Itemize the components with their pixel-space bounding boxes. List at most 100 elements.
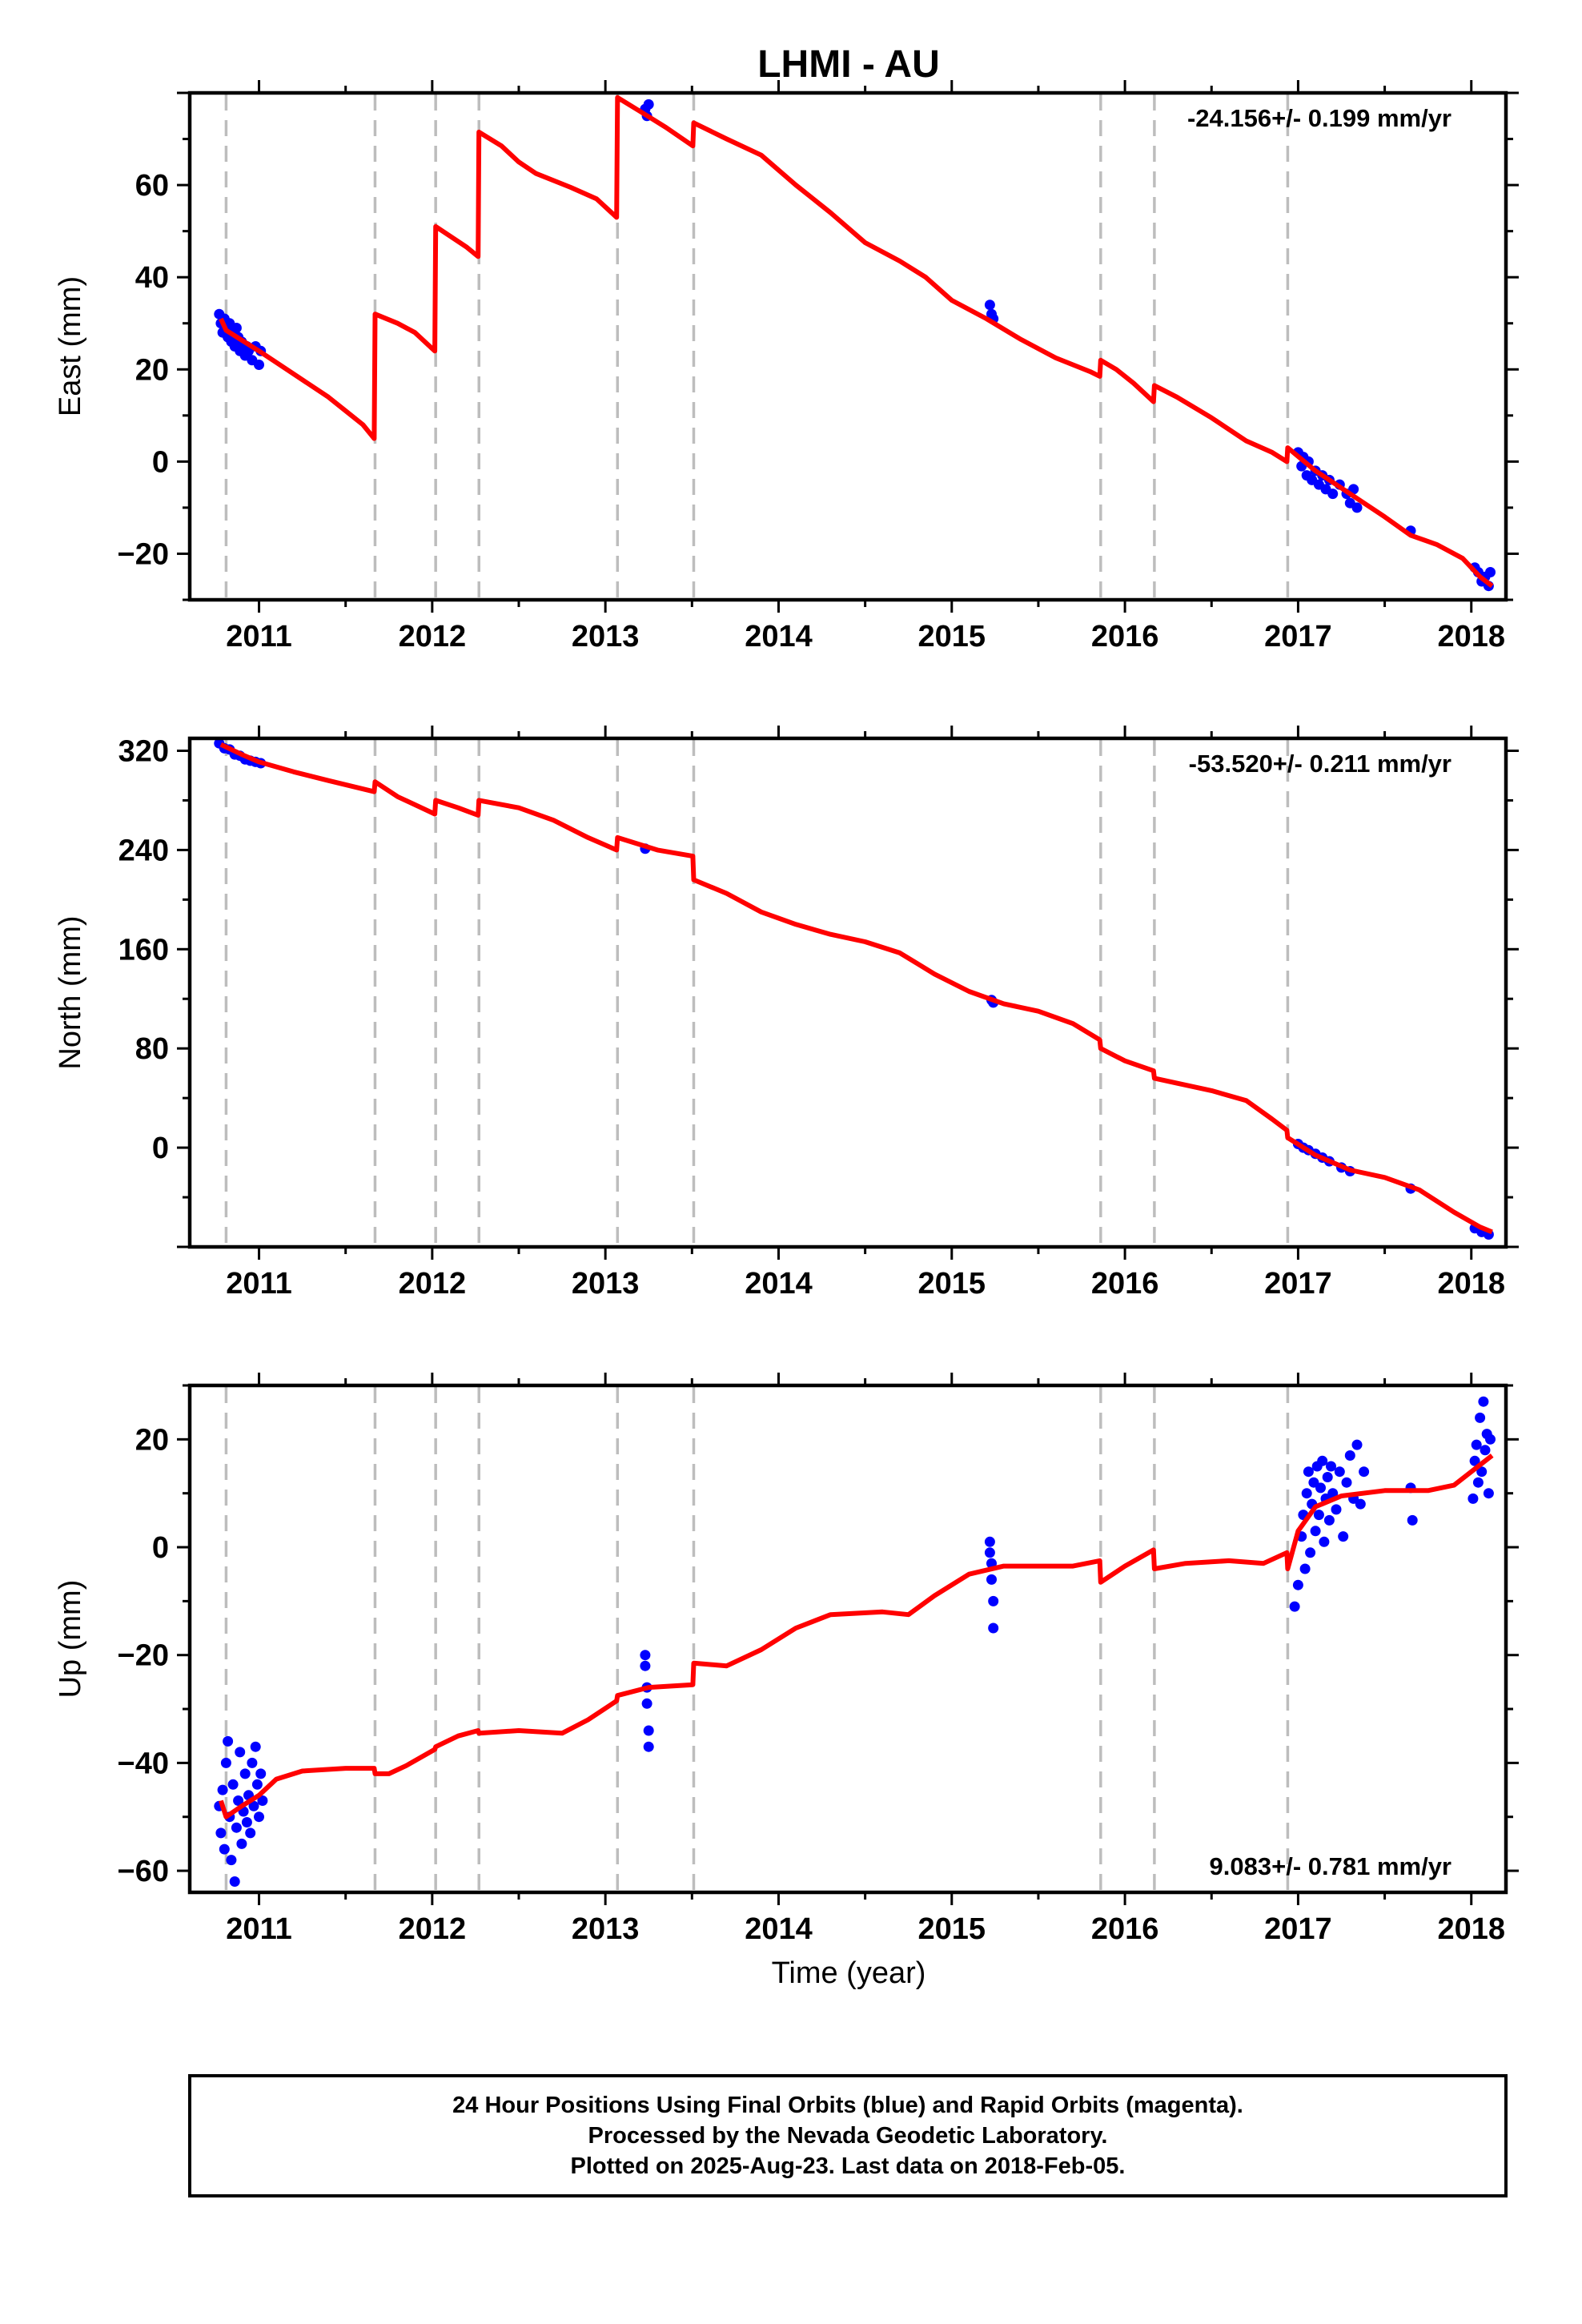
up-data-point xyxy=(1301,1488,1312,1499)
north-model-line xyxy=(219,742,1493,1235)
east-rate-annotation: -24.156+/- 0.199 mm/yr xyxy=(1187,104,1452,132)
east-y-tick-label: 40 xyxy=(135,261,169,295)
east-x-tick-label: 2013 xyxy=(572,620,640,653)
up-x-tick-label: 2014 xyxy=(745,1912,813,1946)
east-panel: 2011 2012 2013 2014 2015 2016 2017 2018 −20 0 20 40… xyxy=(54,80,1519,653)
east-y-tick-label: 0 xyxy=(152,445,169,479)
up-data-point xyxy=(1292,1579,1303,1590)
up-data-point xyxy=(245,1827,256,1839)
up-data-point xyxy=(236,1838,247,1849)
up-data-point xyxy=(1478,1396,1489,1407)
up-data-point xyxy=(643,1725,654,1736)
east-data-point xyxy=(1351,502,1363,513)
up-data-point xyxy=(1315,1482,1326,1494)
up-model-line xyxy=(219,1454,1494,1819)
up-data-point xyxy=(641,1698,652,1709)
chart-title: LHMI - AU xyxy=(757,43,940,86)
north-x-tick-label: 2011 xyxy=(226,1267,291,1301)
up-data-point xyxy=(1351,1439,1363,1450)
up-data-point xyxy=(1334,1466,1345,1478)
north-x-tick-label: 2015 xyxy=(918,1267,986,1301)
north-plot-frame xyxy=(187,736,1508,1249)
up-data-point xyxy=(219,1844,230,1855)
up-data-point xyxy=(984,1547,995,1558)
east-data-point xyxy=(643,99,654,110)
up-data-point xyxy=(257,1795,268,1806)
east-x-tick-label: 2011 xyxy=(226,620,291,653)
footer-box: 24 Hour Positions Using Final Orbits (bl… xyxy=(188,2074,1508,2197)
east-data-point xyxy=(1327,489,1339,500)
east-data-point xyxy=(254,360,264,370)
up-y-tick-label: 20 xyxy=(135,1423,169,1457)
up-data-point xyxy=(1344,1450,1355,1461)
up-data-point xyxy=(1299,1563,1311,1574)
up-data-point xyxy=(235,1747,246,1758)
footer-line-3: Plotted on 2025-Aug-23. Last data on 201… xyxy=(571,2153,1126,2179)
up-data-point xyxy=(1485,1433,1496,1445)
up-x-tick-label: 2016 xyxy=(1091,1912,1159,1946)
north-y-axis-label: North (mm) xyxy=(54,915,87,1069)
east-y-tick-label: −20 xyxy=(118,537,169,571)
east-x-tick-label: 2014 xyxy=(745,620,813,653)
up-data-point xyxy=(1341,1477,1352,1488)
up-y-tick-label: 0 xyxy=(152,1531,169,1565)
east-x-tick-label: 2015 xyxy=(918,620,986,653)
east-y-tick-label: 60 xyxy=(135,169,169,203)
up-x-tick-label: 2015 xyxy=(918,1912,986,1946)
up-data-point xyxy=(233,1795,244,1806)
up-x-tick-label: 2018 xyxy=(1437,1912,1505,1946)
up-data-point xyxy=(986,1574,997,1585)
up-y-tick-label: −60 xyxy=(118,1855,169,1888)
up-panel: 2011 2012 2013 2014 2015 2016 2017 2018 −60 −40 −2… xyxy=(54,1373,1519,1946)
up-data-point xyxy=(988,1622,999,1634)
footer-line-2: Processed by the Nevada Geodetic Laborat… xyxy=(588,2123,1108,2149)
up-x-tick-label: 2012 xyxy=(399,1912,467,1946)
east-y-tick-label: 20 xyxy=(135,353,169,387)
up-data-point xyxy=(1469,1455,1480,1466)
east-x-tick-label: 2017 xyxy=(1264,620,1332,653)
up-data-point xyxy=(1305,1547,1316,1558)
up-data-point xyxy=(247,1757,258,1768)
up-data-point xyxy=(220,1757,231,1768)
up-data-point xyxy=(251,1779,263,1790)
up-data-point xyxy=(215,1827,227,1839)
up-data-point xyxy=(1471,1439,1482,1450)
up-data-point xyxy=(1355,1498,1366,1510)
up-data-point xyxy=(1407,1514,1418,1526)
up-data-point xyxy=(1289,1601,1300,1612)
up-y-tick-label: −40 xyxy=(118,1747,169,1780)
up-data-point xyxy=(1331,1504,1342,1515)
north-x-tick-label: 2014 xyxy=(745,1267,813,1301)
up-data-point xyxy=(1323,1514,1335,1526)
east-plot-frame xyxy=(187,90,1508,602)
up-data-point xyxy=(1310,1526,1321,1537)
up-data-point xyxy=(1319,1536,1330,1547)
footer-line-1: 24 Hour Positions Using Final Orbits (bl… xyxy=(452,2093,1243,2118)
east-y-axis-label: East (mm) xyxy=(54,276,87,416)
up-data-point xyxy=(988,1595,999,1606)
up-data-point xyxy=(229,1876,240,1887)
north-x-tick-label: 2012 xyxy=(399,1267,467,1301)
up-x-tick-label: 2017 xyxy=(1264,1912,1332,1946)
up-data-point xyxy=(239,1768,251,1779)
east-x-tick-label: 2018 xyxy=(1437,620,1505,653)
east-data-point xyxy=(1485,567,1496,577)
up-data-point xyxy=(217,1784,228,1795)
north-x-tick-label: 2017 xyxy=(1264,1267,1332,1301)
up-data-point xyxy=(227,1779,239,1790)
north-x-tick-label: 2016 xyxy=(1091,1267,1159,1301)
up-y-axis-label: Up (mm) xyxy=(54,1580,87,1699)
up-plot-frame xyxy=(187,1383,1508,1895)
up-data-point xyxy=(1480,1445,1491,1456)
footer-frame xyxy=(188,2074,1508,2197)
up-data-point xyxy=(1359,1466,1370,1478)
up-data-point xyxy=(640,1660,651,1671)
up-data-point xyxy=(1326,1461,1336,1472)
up-data-point xyxy=(1338,1531,1349,1542)
x-axis-label: Time (year) xyxy=(772,1956,926,1990)
north-panel: 2011 2012 2013 2014 2015 2016 2017 2018 0 80 160 24… xyxy=(54,726,1519,1301)
east-model-line xyxy=(219,94,1494,589)
up-data-point xyxy=(1303,1466,1314,1478)
north-x-tick-label: 2013 xyxy=(572,1267,640,1301)
